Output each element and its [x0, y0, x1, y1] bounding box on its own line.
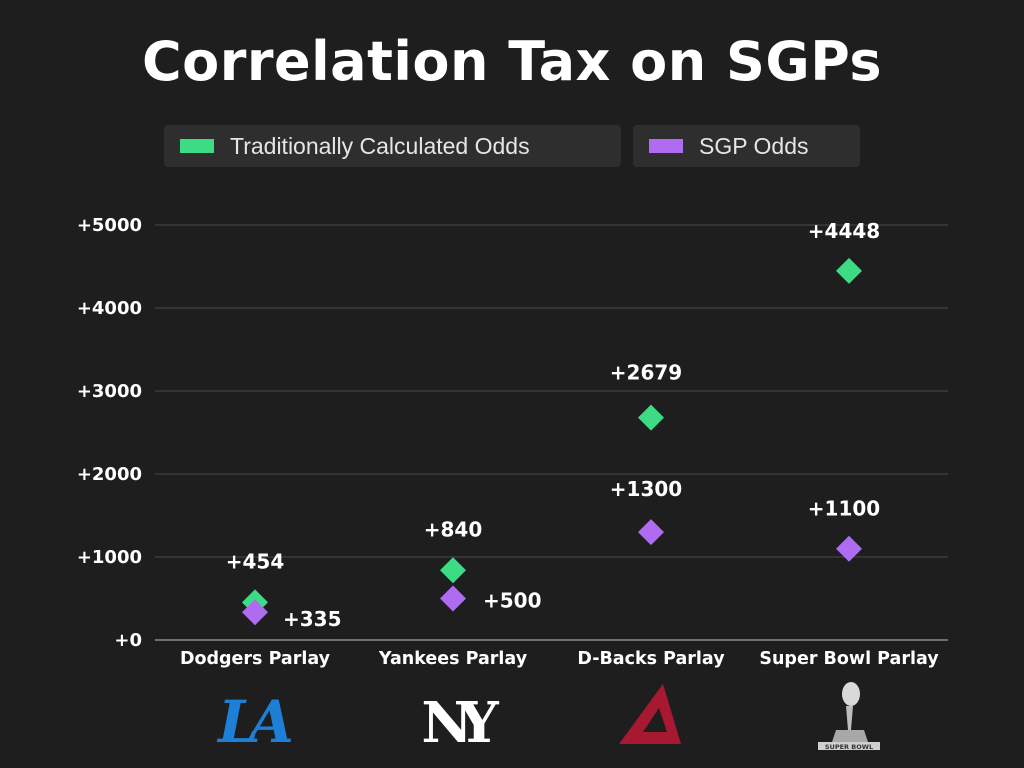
traditional-odds-point: [638, 404, 664, 431]
y-tick-label: +3000: [77, 381, 142, 402]
y-tick-label: +4000: [77, 298, 142, 319]
legend-swatch-sgp: [649, 139, 683, 153]
trophy-plate: [818, 742, 880, 750]
sgp-odds-point: [242, 599, 268, 626]
sgp-odds-label: +500: [483, 589, 542, 613]
legend-swatch-traditional: [180, 139, 214, 153]
trophy-football: [842, 682, 860, 706]
sgp-odds-point: [638, 519, 664, 546]
trophy-stem: [846, 706, 853, 730]
y-tick-label: +2000: [77, 464, 142, 485]
trophy-plate-text: SUPER BOWL: [825, 743, 873, 751]
y-tick-label: +0: [114, 630, 142, 651]
traditional-odds-label: +2679: [610, 361, 682, 385]
super-bowl-trophy-logo: SUPER BOWL: [818, 682, 880, 751]
x-category-label: Dodgers Parlay: [180, 649, 331, 669]
traditional-odds-point: [440, 557, 466, 584]
traditional-odds-point: [836, 257, 862, 284]
sgp-odds-point: [836, 535, 862, 562]
traditional-odds-label: +454: [226, 549, 285, 573]
y-tick-label: +1000: [77, 547, 142, 568]
legend-label-traditional: Traditionally Calculated Odds: [230, 132, 530, 159]
trophy-base: [832, 730, 868, 742]
x-category-label: D-Backs Parlay: [577, 649, 725, 669]
legend-item-traditional: Traditionally Calculated Odds: [164, 125, 621, 167]
sgp-odds-label: +1100: [808, 497, 880, 521]
sgp-odds-label: +1300: [610, 477, 682, 501]
traditional-odds-label: +840: [424, 517, 483, 541]
legend-item-sgp: SGP Odds: [633, 125, 860, 167]
x-category-label: Super Bowl Parlay: [759, 649, 939, 669]
sgp-odds-label: +335: [283, 607, 342, 631]
chart-title: Correlation Tax on SGPs: [142, 30, 882, 93]
legend-label-sgp: SGP Odds: [699, 132, 809, 159]
y-tick-label: +5000: [77, 215, 142, 236]
x-category-label: Yankees Parlay: [378, 649, 528, 669]
sgp-odds-point: [440, 585, 466, 612]
yankees-logo: NY: [421, 690, 499, 756]
dbacks-logo-notch: [643, 708, 667, 732]
traditional-odds-label: +4448: [808, 219, 880, 243]
dbacks-logo: A: [619, 684, 681, 744]
dodgers-logo: LA: [216, 688, 292, 756]
